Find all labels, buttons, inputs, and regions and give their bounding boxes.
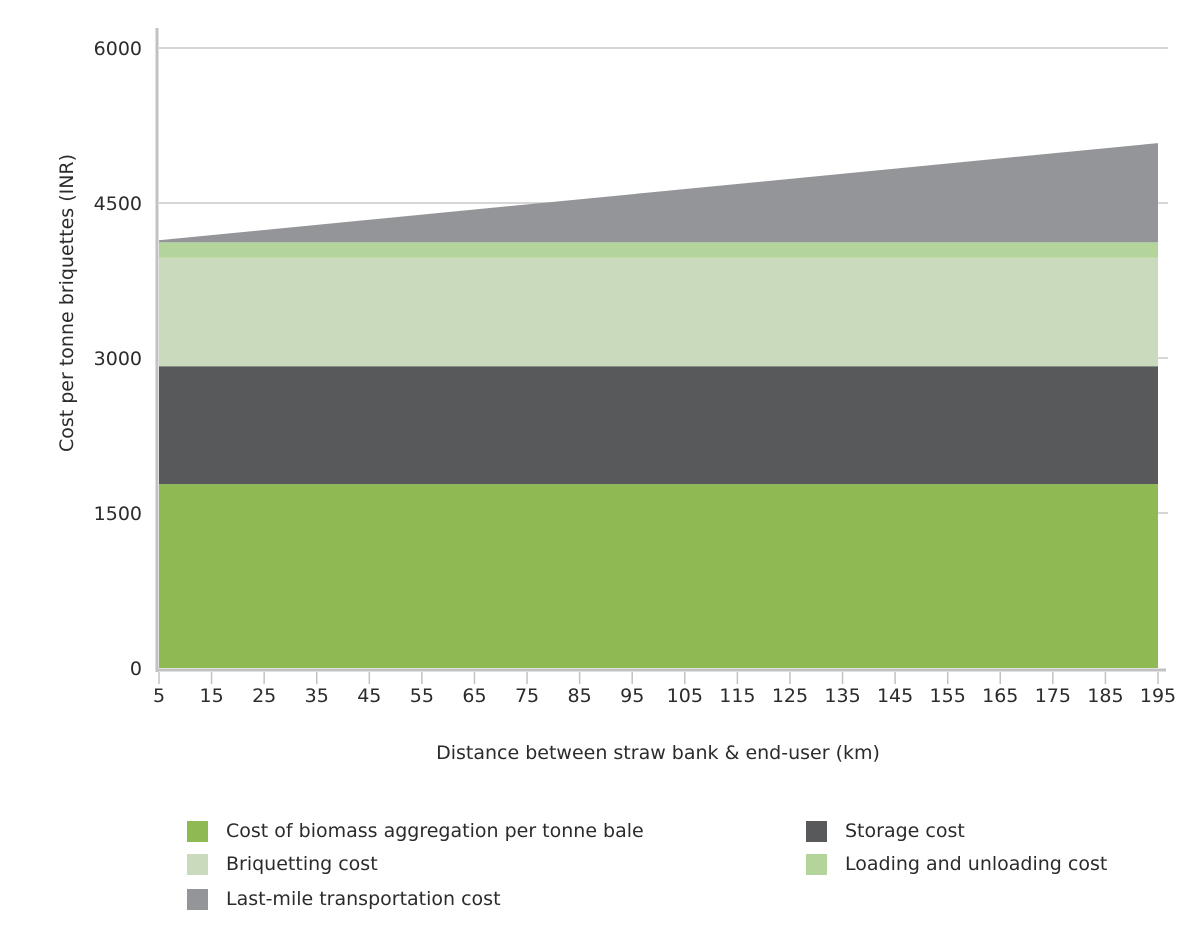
x-tick-label: 25 <box>252 685 276 707</box>
x-tick-label: 15 <box>199 685 223 707</box>
area-last-mile-transportation-cost <box>159 143 1158 243</box>
x-tick-label: 65 <box>462 685 486 707</box>
y-axis-title: Cost per tonne briquettes (INR) <box>56 154 78 452</box>
x-tick-label: 125 <box>772 685 808 707</box>
y-tick-label: 0 <box>130 658 142 680</box>
x-tick-label: 5 <box>153 685 165 707</box>
x-tick-label: 175 <box>1035 685 1071 707</box>
y-tick-label: 3000 <box>94 348 142 370</box>
x-tick-label: 105 <box>667 685 703 707</box>
x-tick-label: 55 <box>410 685 434 707</box>
x-tick-label: 135 <box>824 685 860 707</box>
x-tick-label: 165 <box>982 685 1018 707</box>
y-axis-ticks: 0 1500 3000 4500 6000 <box>94 38 142 680</box>
stacked-areas <box>159 143 1158 668</box>
x-tick-label: 115 <box>719 685 755 707</box>
x-tick-label: 145 <box>877 685 913 707</box>
area-storage-cost <box>159 366 1158 485</box>
x-tick-label: 195 <box>1140 685 1176 707</box>
x-tick-label: 155 <box>930 685 966 707</box>
x-tick-label: 45 <box>357 685 381 707</box>
area-cost-of-biomass-aggregation-per-tonne-bale <box>159 484 1158 668</box>
x-tick-label: 35 <box>305 685 329 707</box>
area-briquetting-cost <box>159 257 1158 367</box>
x-tick-label: 185 <box>1087 685 1123 707</box>
x-tick-label: 85 <box>568 685 592 707</box>
x-axis-title: Distance between straw bank & end-user (… <box>436 742 880 764</box>
x-tick-label: 75 <box>515 685 539 707</box>
x-tick-label: 95 <box>620 685 644 707</box>
y-tick-label: 1500 <box>94 503 142 525</box>
axes <box>155 28 1166 672</box>
y-tick-label: 6000 <box>94 38 142 60</box>
area-loading-and-unloading-cost <box>159 242 1158 258</box>
x-axis-ticks: 5 15 25 35 45 55 65 75 85 95 105 115 125 135 145 155 165… <box>153 672 1176 707</box>
y-tick-label: 4500 <box>94 193 142 215</box>
